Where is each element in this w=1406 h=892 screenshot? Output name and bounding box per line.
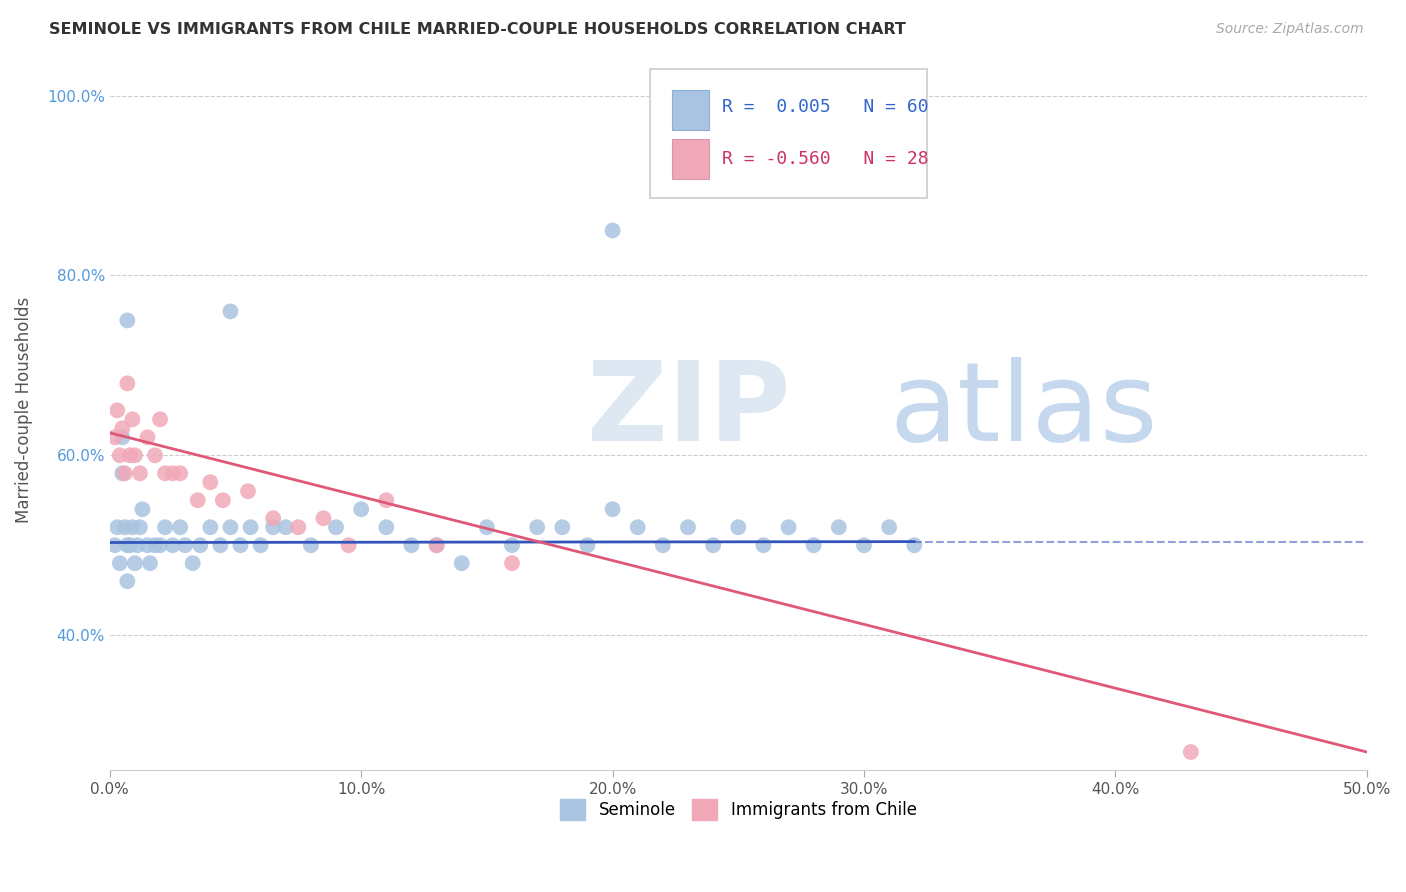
Point — [501, 556, 523, 570]
Point — [111, 430, 134, 444]
Point — [105, 403, 128, 417]
Point — [105, 520, 128, 534]
Point — [124, 448, 146, 462]
Y-axis label: Married-couple Households: Married-couple Households — [15, 297, 32, 524]
Point — [627, 520, 650, 534]
Point — [143, 448, 166, 462]
Point — [602, 502, 624, 516]
Point — [121, 412, 143, 426]
Point — [903, 538, 925, 552]
Point — [262, 511, 284, 525]
Point — [853, 538, 876, 552]
Point — [114, 520, 136, 534]
Point — [249, 538, 271, 552]
Point — [602, 223, 624, 237]
Point — [426, 538, 449, 552]
Point — [1180, 745, 1202, 759]
Point — [401, 538, 423, 552]
Point — [219, 520, 242, 534]
Point — [450, 556, 472, 570]
Point — [426, 538, 449, 552]
Point — [576, 538, 599, 552]
Point — [778, 520, 800, 534]
Point — [129, 467, 152, 481]
Text: Source: ZipAtlas.com: Source: ZipAtlas.com — [1216, 22, 1364, 37]
Point — [375, 493, 398, 508]
Point — [111, 421, 134, 435]
Point — [727, 520, 749, 534]
Point — [104, 430, 127, 444]
Point — [121, 520, 143, 534]
Point — [236, 484, 259, 499]
Text: R = -0.560   N = 28: R = -0.560 N = 28 — [721, 150, 928, 168]
Point — [287, 520, 309, 534]
Point — [149, 412, 172, 426]
Point — [350, 502, 373, 516]
Point — [501, 538, 523, 552]
Point — [117, 538, 139, 552]
Point — [162, 538, 184, 552]
Point — [828, 520, 851, 534]
Point — [312, 511, 335, 525]
Point — [200, 475, 222, 490]
Point — [108, 556, 131, 570]
Point — [752, 538, 775, 552]
Point — [162, 467, 184, 481]
Point — [118, 448, 141, 462]
Point — [104, 538, 127, 552]
Text: R =  0.005   N = 60: R = 0.005 N = 60 — [721, 98, 928, 116]
Point — [127, 538, 149, 552]
Point — [129, 520, 152, 534]
Point — [651, 538, 673, 552]
Legend: Seminole, Immigrants from Chile: Seminole, Immigrants from Chile — [554, 793, 924, 826]
Point — [803, 538, 825, 552]
Text: ZIP: ZIP — [588, 357, 790, 464]
Point — [702, 538, 724, 552]
Point — [139, 556, 162, 570]
Point — [188, 538, 211, 552]
FancyBboxPatch shape — [672, 90, 710, 130]
Text: atlas: atlas — [889, 357, 1157, 464]
Point — [526, 520, 548, 534]
Point — [117, 574, 139, 589]
Point — [877, 520, 900, 534]
Point — [337, 538, 360, 552]
Point — [181, 556, 204, 570]
Point — [551, 520, 574, 534]
Point — [174, 538, 197, 552]
Point — [239, 520, 262, 534]
Point — [375, 520, 398, 534]
Point — [136, 538, 159, 552]
Point — [136, 430, 159, 444]
Point — [229, 538, 252, 552]
Point — [114, 467, 136, 481]
Point — [153, 467, 176, 481]
Point — [187, 493, 209, 508]
Point — [325, 520, 347, 534]
Point — [200, 520, 222, 534]
FancyBboxPatch shape — [651, 69, 927, 198]
Point — [274, 520, 297, 534]
Point — [299, 538, 322, 552]
Point — [131, 502, 153, 516]
Point — [209, 538, 232, 552]
Point — [149, 538, 172, 552]
Point — [117, 313, 139, 327]
Point — [169, 467, 191, 481]
Point — [143, 538, 166, 552]
Point — [475, 520, 498, 534]
FancyBboxPatch shape — [672, 139, 710, 178]
Point — [219, 304, 242, 318]
Point — [212, 493, 235, 508]
Point — [111, 467, 134, 481]
Point — [108, 448, 131, 462]
Point — [169, 520, 191, 534]
Text: SEMINOLE VS IMMIGRANTS FROM CHILE MARRIED-COUPLE HOUSEHOLDS CORRELATION CHART: SEMINOLE VS IMMIGRANTS FROM CHILE MARRIE… — [49, 22, 905, 37]
Point — [262, 520, 284, 534]
Point — [676, 520, 699, 534]
Point — [118, 538, 141, 552]
Point — [117, 376, 139, 391]
Point — [124, 556, 146, 570]
Point — [153, 520, 176, 534]
